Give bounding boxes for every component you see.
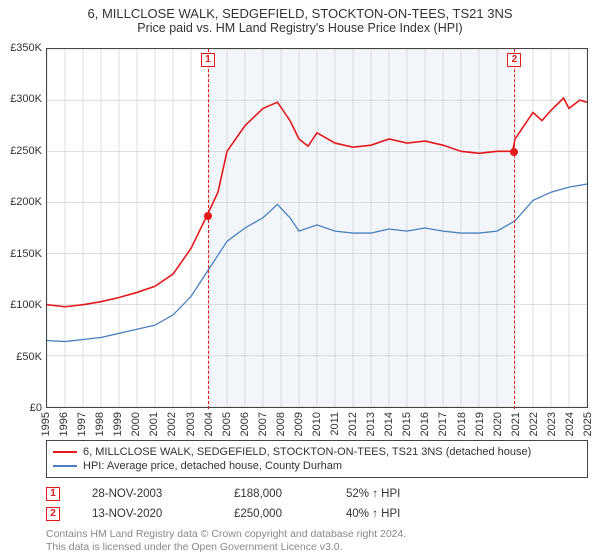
x-tick-label: 2021 (510, 412, 522, 436)
x-tick-label: 2017 (437, 412, 449, 436)
title-line-1: 6, MILLCLOSE WALK, SEDGEFIELD, STOCKTON-… (0, 6, 600, 21)
x-tick-label: 2013 (365, 412, 377, 436)
y-tick-label: £0 (0, 402, 42, 414)
x-tick-label: 2003 (185, 412, 197, 436)
x-tick-label: 2011 (329, 412, 341, 436)
title-line-2: Price paid vs. HM Land Registry's House … (0, 21, 600, 35)
x-tick-label: 2014 (383, 412, 395, 436)
x-tick-label: 2010 (311, 412, 323, 436)
event-vline (208, 49, 209, 409)
y-tick-label: £200K (0, 196, 42, 208)
y-tick-label: £250K (0, 145, 42, 157)
x-tick-label: 1996 (58, 412, 70, 436)
x-tick-label: 2019 (474, 412, 486, 436)
x-tick-label: 2008 (275, 412, 287, 436)
event-vline (514, 49, 515, 409)
event-dot (204, 212, 212, 220)
event-marker-box: 2 (507, 53, 521, 67)
legend-label-property: 6, MILLCLOSE WALK, SEDGEFIELD, STOCKTON-… (83, 446, 531, 458)
x-tick-label: 2002 (166, 412, 178, 436)
x-tick-label: 2000 (130, 412, 142, 436)
event-marker-2: 2 (46, 507, 60, 521)
x-tick-label: 2018 (456, 412, 468, 436)
event-pct-2: 40% ↑ HPI (346, 508, 446, 520)
x-tick-label: 2024 (564, 412, 576, 436)
x-tick-label: 1998 (94, 412, 106, 436)
event-pct-1: 52% ↑ HPI (346, 488, 446, 500)
x-tick-label: 2005 (221, 412, 233, 436)
y-tick-label: £350K (0, 42, 42, 54)
x-tick-label: 2020 (492, 412, 504, 436)
event-price-1: £188,000 (234, 488, 314, 500)
event-marker-1: 1 (46, 487, 60, 501)
chart-svg (47, 49, 587, 407)
x-tick-label: 1997 (76, 412, 88, 436)
y-tick-label: £300K (0, 93, 42, 105)
footer-line-1: Contains HM Land Registry data © Crown c… (46, 528, 406, 541)
y-tick-label: £50K (0, 351, 42, 363)
x-tick-label: 2004 (203, 412, 215, 436)
y-tick-label: £150K (0, 248, 42, 260)
legend-swatch-hpi (53, 465, 77, 467)
legend-item-hpi: HPI: Average price, detached house, Coun… (53, 459, 581, 473)
legend: 6, MILLCLOSE WALK, SEDGEFIELD, STOCKTON-… (46, 440, 588, 478)
event-date-1: 28-NOV-2003 (92, 488, 202, 500)
event-price-2: £250,000 (234, 508, 314, 520)
plot-area: 12 (46, 48, 588, 408)
x-tick-label: 2012 (347, 412, 359, 436)
x-tick-label: 2025 (582, 412, 594, 436)
events-table: 1 28-NOV-2003 £188,000 52% ↑ HPI 2 13-NO… (46, 484, 588, 524)
x-tick-label: 2001 (148, 412, 160, 436)
footer: Contains HM Land Registry data © Crown c… (46, 528, 406, 554)
event-row-2: 2 13-NOV-2020 £250,000 40% ↑ HPI (46, 504, 588, 524)
legend-item-property: 6, MILLCLOSE WALK, SEDGEFIELD, STOCKTON-… (53, 445, 581, 459)
x-tick-label: 2023 (546, 412, 558, 436)
x-tick-label: 2007 (257, 412, 269, 436)
footer-line-2: This data is licensed under the Open Gov… (46, 541, 406, 554)
x-tick-label: 2009 (293, 412, 305, 436)
event-date-2: 13-NOV-2020 (92, 508, 202, 520)
x-tick-label: 1999 (112, 412, 124, 436)
x-tick-label: 2006 (239, 412, 251, 436)
event-dot (510, 148, 518, 156)
x-tick-label: 2016 (419, 412, 431, 436)
title-block: 6, MILLCLOSE WALK, SEDGEFIELD, STOCKTON-… (0, 0, 600, 37)
event-row-1: 1 28-NOV-2003 £188,000 52% ↑ HPI (46, 484, 588, 504)
y-tick-label: £100K (0, 299, 42, 311)
legend-swatch-property (53, 451, 77, 453)
legend-label-hpi: HPI: Average price, detached house, Coun… (83, 460, 342, 472)
chart-container: 6, MILLCLOSE WALK, SEDGEFIELD, STOCKTON-… (0, 0, 600, 560)
x-tick-label: 2015 (401, 412, 413, 436)
event-marker-box: 1 (201, 53, 215, 67)
x-tick-label: 1995 (40, 412, 52, 436)
x-tick-label: 2022 (528, 412, 540, 436)
